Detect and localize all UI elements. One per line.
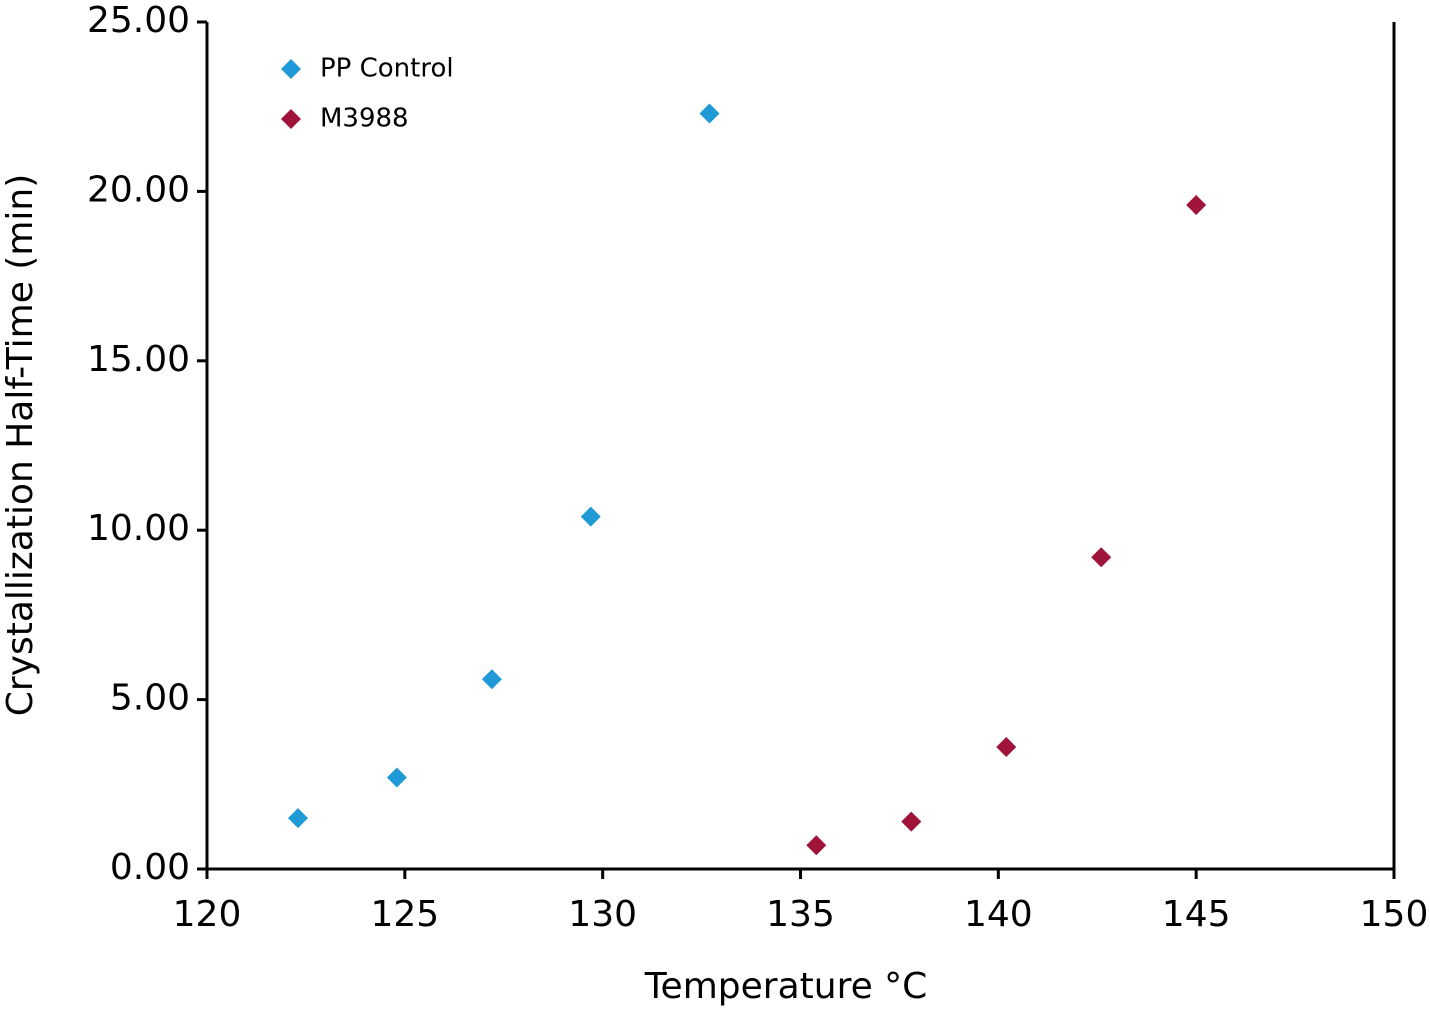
data-point <box>806 835 827 856</box>
y-tick-label: 25.00 <box>87 0 190 41</box>
legend-label: PP Control <box>320 54 454 84</box>
data-point <box>699 103 720 124</box>
legend-marker <box>281 109 301 129</box>
data-point <box>580 506 601 527</box>
y-tick-label: 10.00 <box>87 508 190 549</box>
data-point <box>996 737 1017 758</box>
x-tick-label: 140 <box>964 894 1033 935</box>
y-tick-label: 5.00 <box>110 678 190 719</box>
y-tick-label: 20.00 <box>87 169 190 210</box>
data-point <box>481 669 502 690</box>
x-axis-label: Temperature °C <box>644 966 928 1007</box>
x-tick-label: 145 <box>1162 894 1231 935</box>
y-tick-label: 15.00 <box>87 339 190 380</box>
data-point <box>288 808 309 829</box>
data-point <box>1091 547 1112 568</box>
y-tick-label: 0.00 <box>110 847 190 888</box>
legend-marker <box>281 59 301 79</box>
x-tick-label: 130 <box>568 894 637 935</box>
x-tick-label: 125 <box>370 894 439 935</box>
data-point <box>386 767 407 788</box>
y-axis-label: Crystallization Half-Time (min) <box>0 174 41 717</box>
legend-label: M3988 <box>320 104 409 134</box>
x-tick-label: 120 <box>173 894 242 935</box>
x-tick-label: 150 <box>1360 894 1429 935</box>
data-point <box>1186 194 1207 215</box>
data-point <box>901 811 922 832</box>
x-tick-label: 135 <box>766 894 835 935</box>
